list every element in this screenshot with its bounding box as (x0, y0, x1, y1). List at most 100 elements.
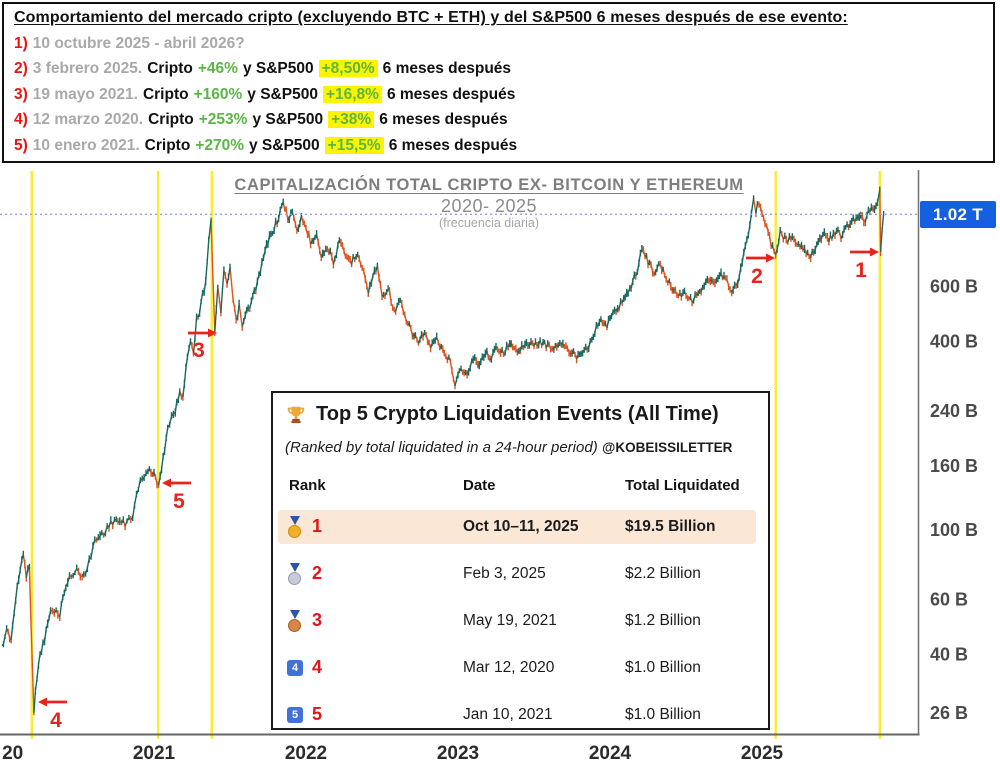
gold-medal-icon (287, 516, 303, 543)
event-text-segment: +253% (198, 111, 248, 128)
chart-frequency-note: (frecuencia diaria) (438, 216, 540, 230)
event-text-segment: 19 mayo 2021. (32, 85, 138, 103)
market-behavior-panel: Comportamiento del mercado cripto (exclu… (2, 2, 995, 163)
liquidated-amount: $1.0 Billion (625, 706, 701, 723)
event-text-segment: y S&P500 (242, 60, 314, 77)
annotation-arrowhead-3 (208, 328, 217, 338)
chart-title-text: CAPITALIZACIÓN TOTAL CRIPTO EX- BITCOIN … (234, 176, 744, 194)
event-date: Oct 10–11, 2025 (463, 518, 579, 535)
event-text-segment: y S&P500 (247, 85, 318, 103)
y-tick-label: 40 B (930, 645, 968, 665)
liquidation-row-4: 4 4 Mar 12, 2020 $1.0 Billion (278, 651, 756, 685)
annotation-arrowhead-1 (870, 247, 879, 257)
event-number: 4) (14, 111, 28, 128)
event-number: 5) (14, 136, 28, 154)
event-text-segment: y S&P500 (249, 136, 320, 154)
rank-number: 2 (312, 563, 323, 583)
event-text-segment: +46% (197, 60, 238, 77)
y-tick-label: 160 B (930, 456, 978, 476)
liquidation-row-1: 1 Oct 10–11, 2025 $19.5 Billion (278, 510, 756, 544)
annotation-number-2: 2 (751, 265, 763, 288)
event-text-segment: 6 meses después (386, 85, 516, 103)
rank-number: 5 (312, 704, 323, 724)
y-tick-label: 26 B (930, 703, 968, 723)
event-text-segment: Cripto (144, 136, 191, 154)
price-series-down (6, 189, 882, 716)
subtitle-ranking-note: (Ranked by total liquidated in a 24-hour… (285, 439, 598, 456)
event-text-segment: +270% (195, 136, 244, 154)
crypto-cap-chart: 600 B 400 B 240 B 160 B 100 B 60 B 40 B 26 B 20 2… (0, 167, 1000, 767)
trophy-icon (287, 406, 305, 423)
keycap-digit: 5 (287, 707, 303, 723)
x-tick-label: 2025 (741, 743, 784, 764)
annotation-arrowhead-4 (38, 697, 47, 707)
event-date: Mar 12, 2020 (463, 659, 555, 676)
event-text-segment: y S&P500 (252, 111, 324, 128)
event-line-item-5: 5) 10 enero 2021. Cripto +270% y S&P500 +15,5… (14, 136, 983, 155)
keycap-4-icon: 4 (287, 657, 303, 676)
bronze-medal-icon (287, 610, 303, 637)
event-text-segment: +16,8% (322, 85, 382, 103)
liquidation-table-header: Rank Date Total Liquidated (273, 477, 768, 497)
event-text-segment: 12 marzo 2020. (32, 111, 144, 128)
annotation-number-5: 5 (173, 490, 185, 513)
event-number: 2) (14, 60, 28, 77)
liquidated-amount: $1.2 Billion (625, 612, 701, 629)
event-text-segment: Cripto (142, 85, 189, 103)
event-text-segment: +160% (193, 85, 243, 103)
event-text-segment: +8,50% (318, 60, 378, 77)
y-tick-label: 240 B (930, 401, 978, 421)
chart-subtitle: 2020- 2025 (440, 196, 538, 216)
keycap-5-icon: 5 (287, 704, 303, 723)
event-line-item-2: 2) 3 febrero 2025. Cripto +46% y S&P500 +8,50… (14, 60, 983, 78)
liquidated-amount: $19.5 Billion (625, 518, 716, 535)
column-header-total-liquidated: Total Liquidated (625, 477, 740, 494)
event-text-segment: +15,5% (324, 136, 384, 154)
keycap-digit: 4 (287, 660, 303, 676)
event-line-item-4: 4) 12 marzo 2020. Cripto +253% y S&P500 +38% 6… (14, 111, 983, 129)
y-tick-label: 100 B (930, 520, 978, 540)
event-text-segment: 3 febrero 2025. (32, 60, 143, 77)
event-date: Jan 10, 2021 (463, 706, 553, 723)
event-text-segment: 10 enero 2021. (32, 136, 140, 154)
x-tick-label: 2022 (285, 743, 327, 764)
event-date: Feb 3, 2025 (463, 565, 546, 582)
annotation-arrowhead-2 (766, 253, 775, 263)
y-tick-label: 60 B (930, 589, 968, 609)
event-text-segment: +38% (328, 111, 375, 128)
liquidated-amount: $2.2 Billion (625, 565, 701, 582)
event-line-item-1: 1) 10 octubre 2025 - abril 2026? (14, 35, 983, 53)
medal-shape (287, 610, 303, 632)
rank-number: 4 (312, 657, 323, 677)
column-header-date: Date (463, 477, 496, 494)
event-line-item-3: 3) 19 mayo 2021. Cripto +160% y S&P500 +16,8%… (14, 85, 983, 104)
event-text-segment: Cripto (147, 60, 193, 77)
x-tick-label: 20 (2, 743, 23, 764)
panel-title: Comportamiento del mercado cripto (exclu… (14, 9, 848, 26)
medal-shape (287, 563, 303, 585)
liquidation-row-5: 5 5 Jan 10, 2021 $1.0 Billion (278, 698, 756, 732)
event-text-segment: 6 meses después (382, 60, 512, 77)
liquidation-table-subtitle: (Ranked by total liquidated in a 24-hour… (285, 439, 732, 457)
y-tick-label: 400 B (930, 332, 978, 352)
chart-title: CAPITALIZACIÓN TOTAL CRIPTO EX- BITCOIN … (0, 176, 978, 195)
y-tick-label: 600 B (930, 276, 978, 296)
event-text-segment: Cripto (148, 111, 194, 128)
liquidation-row-3: 3 May 19, 2021 $1.2 Billion (278, 604, 756, 638)
event-text-segment: 10 octubre 2025 - abril 2026? (32, 34, 245, 52)
medal-shape (287, 516, 303, 538)
current-value-badge: 1.02 T (920, 201, 996, 228)
event-number: 1) (14, 34, 28, 52)
event-performance-list: 1) 10 octubre 2025 - abril 2026? 2) 3 febre… (14, 35, 983, 155)
event-date: May 19, 2021 (463, 612, 557, 629)
liquidation-table: Top 5 Crypto Liquidation Events (All Tim… (271, 391, 770, 730)
annotation-number-1: 1 (855, 259, 867, 282)
price-series-up (1, 186, 885, 714)
x-tick-label: 2021 (133, 743, 176, 764)
liquidation-table-title-text: Top 5 Crypto Liquidation Events (All Tim… (316, 403, 719, 425)
rank-number: 1 (312, 516, 323, 536)
annotation-arrowhead-5 (162, 478, 171, 488)
rank-number: 3 (312, 610, 323, 630)
author-handle: @KOBEISSILETTER (602, 440, 733, 455)
